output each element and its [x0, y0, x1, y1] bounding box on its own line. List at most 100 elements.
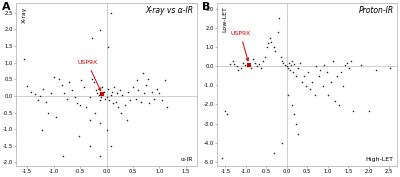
- Point: [108, 94, 114, 97]
- Point: [130, 85, 136, 88]
- Point: [350, 109, 356, 112]
- Point: [28, 90, 34, 93]
- Point: [279, 59, 285, 62]
- Point: [39, 129, 45, 131]
- Point: [83, 105, 90, 108]
- Point: [119, 94, 126, 97]
- Point: [254, 65, 260, 68]
- Point: [284, 94, 291, 97]
- Point: [162, 79, 168, 81]
- Point: [301, 75, 307, 77]
- Point: [317, 69, 324, 72]
- Text: X-ray: X-ray: [22, 6, 27, 22]
- Point: [295, 132, 302, 135]
- Point: [88, 77, 95, 80]
- Point: [246, 63, 252, 66]
- Point: [97, 29, 103, 32]
- Point: [342, 63, 348, 66]
- Point: [299, 80, 306, 83]
- Point: [93, 88, 99, 91]
- Point: [77, 104, 83, 107]
- Text: α-IR: α-IR: [180, 158, 193, 162]
- Point: [284, 67, 291, 70]
- Text: B: B: [202, 2, 210, 12]
- Point: [154, 87, 160, 90]
- Point: [116, 88, 123, 91]
- Point: [332, 99, 338, 102]
- Point: [358, 63, 364, 66]
- Point: [239, 61, 246, 64]
- Point: [148, 90, 155, 93]
- Point: [346, 67, 352, 70]
- Point: [91, 81, 97, 83]
- Point: [101, 90, 107, 93]
- Point: [231, 62, 238, 65]
- Point: [159, 98, 165, 101]
- Text: Low-LET: Low-LET: [222, 6, 228, 32]
- Point: [324, 71, 330, 74]
- Point: [230, 59, 236, 62]
- Point: [265, 42, 272, 45]
- Point: [99, 93, 106, 96]
- Point: [108, 145, 114, 148]
- Point: [336, 103, 342, 106]
- Point: [292, 75, 299, 77]
- Point: [270, 151, 277, 154]
- Point: [329, 59, 336, 62]
- Point: [307, 88, 314, 91]
- Point: [278, 55, 284, 58]
- Point: [282, 63, 288, 66]
- Point: [81, 85, 88, 88]
- Point: [272, 50, 278, 53]
- Point: [34, 98, 41, 101]
- Point: [244, 64, 250, 67]
- Point: [222, 109, 228, 112]
- Point: [291, 62, 297, 65]
- Point: [24, 84, 30, 87]
- Point: [102, 97, 108, 100]
- Point: [50, 75, 57, 78]
- Point: [105, 45, 111, 48]
- Point: [40, 87, 46, 90]
- Point: [268, 40, 274, 43]
- Point: [132, 97, 139, 100]
- Point: [245, 65, 251, 68]
- Point: [288, 59, 295, 62]
- Point: [78, 79, 84, 81]
- Point: [292, 122, 299, 125]
- Point: [297, 61, 303, 64]
- Point: [32, 93, 38, 96]
- Point: [242, 63, 248, 66]
- Point: [86, 118, 93, 121]
- Point: [287, 69, 293, 72]
- Point: [74, 102, 80, 105]
- Point: [224, 113, 231, 116]
- Point: [280, 61, 287, 64]
- Point: [262, 55, 269, 58]
- Point: [151, 97, 157, 100]
- Point: [99, 85, 106, 88]
- Point: [284, 65, 290, 68]
- Point: [274, 30, 281, 33]
- Point: [303, 84, 310, 87]
- Point: [97, 122, 103, 125]
- Point: [290, 71, 296, 74]
- Point: [164, 105, 171, 108]
- Point: [104, 87, 111, 90]
- Point: [135, 88, 142, 91]
- Point: [258, 67, 264, 70]
- Point: [66, 81, 73, 83]
- Point: [111, 85, 118, 88]
- Point: [234, 65, 240, 68]
- Point: [156, 92, 163, 95]
- Point: [92, 112, 98, 115]
- Point: [97, 155, 103, 158]
- Point: [143, 84, 150, 87]
- Point: [114, 92, 120, 95]
- Point: [238, 67, 244, 70]
- Point: [69, 88, 75, 91]
- Point: [219, 157, 225, 160]
- Point: [248, 66, 254, 69]
- Text: A: A: [2, 2, 11, 12]
- Point: [316, 75, 322, 77]
